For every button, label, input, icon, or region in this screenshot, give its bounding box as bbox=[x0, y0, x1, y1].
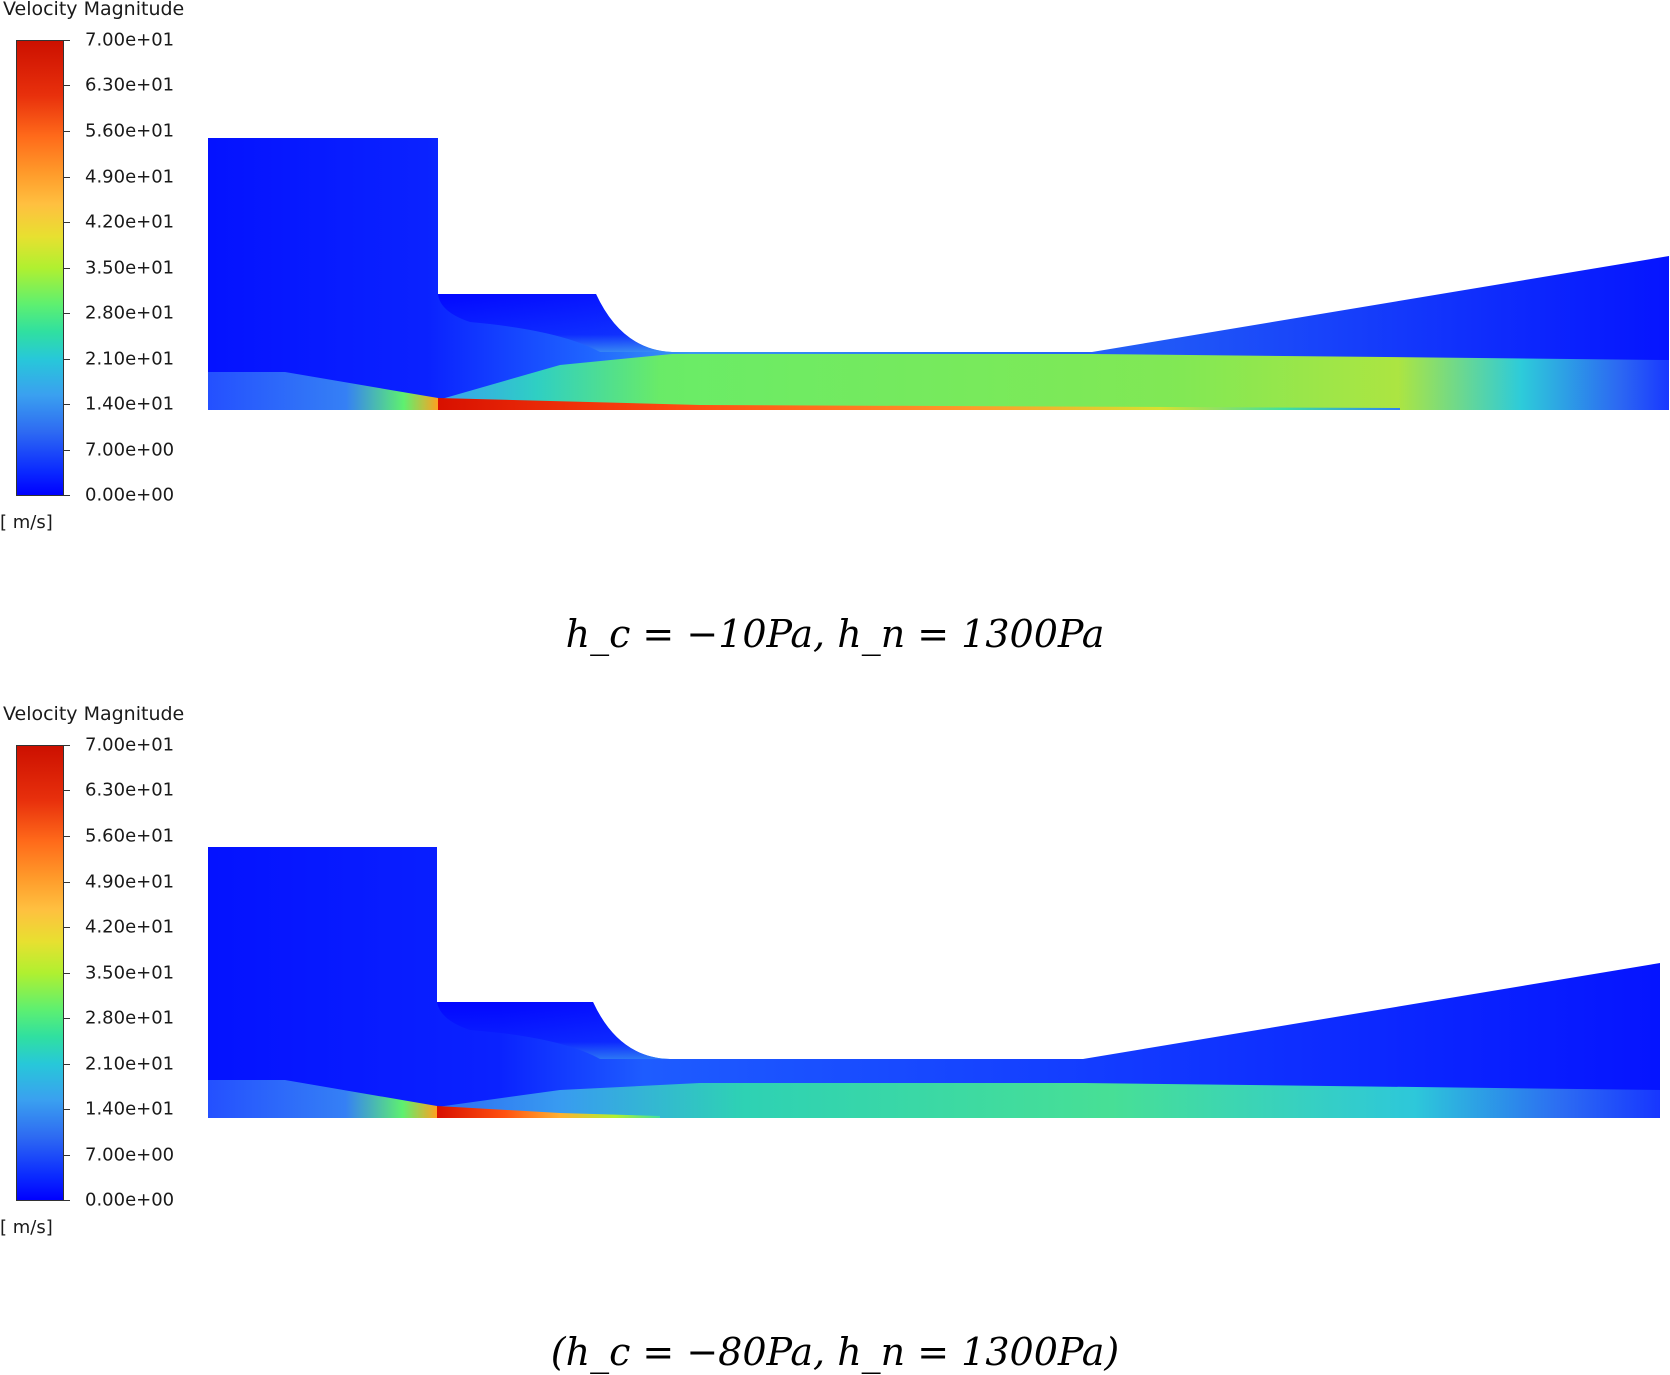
colorbar-label: 3.50e+01 bbox=[85, 962, 175, 984]
colorbar-tick bbox=[64, 495, 70, 496]
colorbar-label: 1.40e+01 bbox=[85, 393, 175, 415]
colorbar-label: 6.30e+01 bbox=[85, 779, 175, 801]
colorbar-tick bbox=[64, 131, 70, 132]
colorbar-label: 0.00e+00 bbox=[85, 484, 175, 506]
colorbar-tick bbox=[64, 836, 70, 837]
legend-title: Velocity Magnitude bbox=[3, 0, 185, 20]
inlet-stream bbox=[208, 372, 438, 410]
flow-domain bbox=[208, 847, 1660, 1118]
cavity-region bbox=[437, 1002, 670, 1059]
colorbar bbox=[16, 745, 64, 1201]
colorbar-tick bbox=[64, 1155, 70, 1156]
unit-label: [ m/s] bbox=[0, 512, 53, 533]
throat-velocity-band bbox=[438, 354, 1669, 410]
colorbar-label: 7.00e+01 bbox=[85, 734, 175, 756]
contour-panel-bottom: Velocity Magnitude 7.00e+01 6.30e+01 5.6… bbox=[0, 703, 1670, 1375]
caption: (h_c = −80Pa, h_n = 1300Pa) bbox=[550, 1330, 1120, 1374]
colorbar-tick bbox=[64, 790, 70, 791]
colorbar-tick bbox=[64, 973, 70, 974]
legend-title: Velocity Magnitude bbox=[3, 703, 185, 725]
colorbar-label: 1.40e+01 bbox=[85, 1098, 175, 1120]
high-velocity-jet bbox=[437, 1106, 660, 1118]
colorbar-label: 0.00e+00 bbox=[85, 1189, 175, 1211]
cavity-region bbox=[438, 294, 672, 352]
unit-label: [ m/s] bbox=[0, 1217, 53, 1238]
colorbar-tick bbox=[64, 745, 70, 746]
colorbar-tick bbox=[64, 1109, 70, 1110]
velocity-contour-plot bbox=[208, 847, 1660, 1118]
colorbar-tick bbox=[64, 85, 70, 86]
colorbar-label: 7.00e+00 bbox=[85, 439, 175, 461]
colorbar-label: 4.90e+01 bbox=[85, 871, 175, 893]
colorbar-tick bbox=[64, 268, 70, 269]
caption: h_c = −10Pa, h_n = 1300Pa bbox=[565, 612, 1105, 656]
colorbar-label: 2.80e+01 bbox=[85, 302, 175, 324]
colorbar-label: 2.80e+01 bbox=[85, 1007, 175, 1029]
contour-panel-top: Velocity Magnitude 7.00e+01 6.30e+01 5.6… bbox=[0, 0, 1670, 670]
throat-velocity-band bbox=[437, 1083, 1660, 1118]
high-velocity-jet bbox=[438, 398, 1400, 410]
colorbar-label: 3.50e+01 bbox=[85, 257, 175, 279]
colorbar-label: 6.30e+01 bbox=[85, 74, 175, 96]
flow-domain bbox=[208, 138, 1669, 410]
colorbar-tick bbox=[64, 1018, 70, 1019]
colorbar-tick bbox=[64, 882, 70, 883]
colorbar-tick bbox=[64, 1064, 70, 1065]
colorbar-label: 7.00e+00 bbox=[85, 1144, 175, 1166]
colorbar-tick bbox=[64, 927, 70, 928]
colorbar-label: 4.20e+01 bbox=[85, 916, 175, 938]
colorbar-tick bbox=[64, 359, 70, 360]
colorbar-label: 5.60e+01 bbox=[85, 825, 175, 847]
colorbar-tick bbox=[64, 222, 70, 223]
colorbar-label: 4.20e+01 bbox=[85, 211, 175, 233]
colorbar-tick bbox=[64, 40, 70, 41]
colorbar-label: 4.90e+01 bbox=[85, 166, 175, 188]
colorbar-tick bbox=[64, 1200, 70, 1201]
colorbar-label: 2.10e+01 bbox=[85, 1053, 175, 1075]
colorbar-tick bbox=[64, 404, 70, 405]
colorbar-label: 2.10e+01 bbox=[85, 348, 175, 370]
velocity-contour-plot bbox=[208, 138, 1669, 410]
colorbar bbox=[16, 40, 64, 496]
colorbar-tick bbox=[64, 450, 70, 451]
colorbar-label: 5.60e+01 bbox=[85, 120, 175, 142]
colorbar-label: 7.00e+01 bbox=[85, 29, 175, 51]
inlet-stream bbox=[208, 1080, 437, 1118]
colorbar-tick bbox=[64, 313, 70, 314]
colorbar-tick bbox=[64, 177, 70, 178]
